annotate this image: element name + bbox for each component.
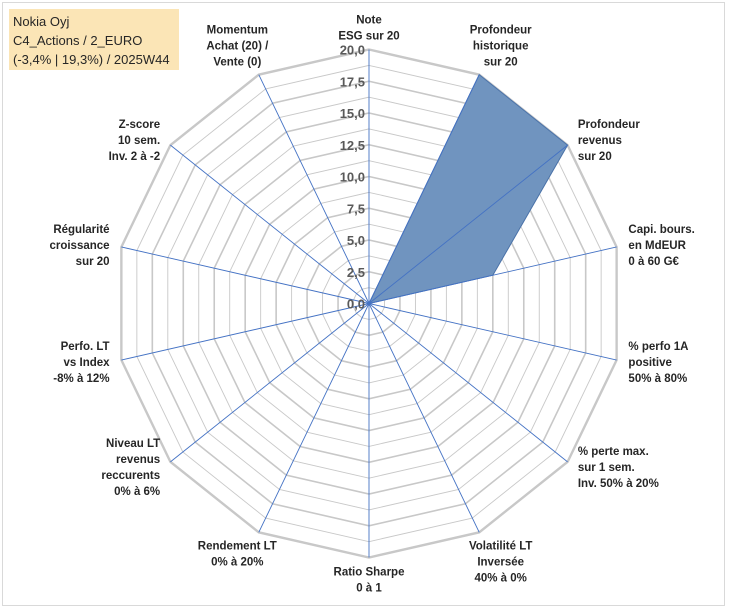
axis-label: Momentum Achat (20) / Vente (0) [206,24,269,68]
axis-spoke [121,303,370,361]
axis-spoke [368,74,480,304]
spoke-layer [121,49,617,558]
axis-spoke [368,303,480,533]
axis-label: Niveau LT revenus reccurents 0% à 6% [101,438,160,498]
axis-label: Capi. bours. en MdEUR 0 à 60 G€ [628,224,694,268]
tick-label: 5,0 [347,233,365,248]
axis-spoke [170,144,370,304]
tick-label: 7,5 [347,201,365,216]
info-performance: (-3,4% | 19,3%) / 2025W44 [13,52,170,67]
tick-label: 17,5 [340,74,365,89]
axis-label: Profondeur historique sur 20 [470,24,532,68]
tick-label: 20,0 [340,43,365,58]
tick-label: 12,5 [340,138,365,153]
axis-label: Volatilité LT Inversée 40% à 0% [469,541,532,585]
series-area [368,73,569,305]
axis-spoke [121,246,370,304]
label-layer: Note ESG sur 20 Profondeur historique sur 20… [49,15,694,595]
axis-label: % perfo 1A positive 50% à 80% [628,341,688,385]
axis-label: Ratio Sharpe 0 à 1 [334,567,405,595]
axis-spoke [258,74,370,304]
axis-spoke [368,303,568,463]
axis-label: % perte max. sur 1 sem. Inv. 50% à 20% [578,446,659,490]
axis-spoke [368,144,568,304]
axis-label: Régularité croissance sur 20 [49,224,109,268]
tick-label: 15,0 [340,106,365,121]
series-layer [368,73,569,305]
axis-label: Rendement LT 0% à 20% [198,541,277,569]
axis-label: Profondeur revenus sur 20 [578,119,640,163]
axis-spoke [258,303,370,533]
axis-spoke [368,246,617,304]
axis-label: Note ESG sur 20 [338,15,399,43]
info-company-name: Nokia Oyj [13,14,70,29]
axis-label: Z-score 10 sem. Inv. 2 à -2 [109,119,161,163]
tick-label: 10,0 [340,170,365,185]
axis-spoke [170,303,370,463]
tick-label: 0,0 [347,297,365,312]
info-category: C4_Actions / 2_EURO [13,33,143,48]
tick-layer: 0,0 2,5 5,0 7,5 10,0 12,5 15,0 17,5 20,0 [340,43,365,312]
info-box: Nokia Oyj C4_Actions / 2_EURO (-3,4% | 1… [9,9,179,70]
axis-label: Perfo. LT vs Index -8% à 12% [53,341,110,385]
tick-label: 2,5 [347,265,365,280]
axis-spoke [368,303,617,361]
